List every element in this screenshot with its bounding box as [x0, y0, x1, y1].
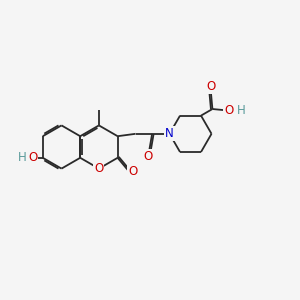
Text: O: O	[28, 151, 37, 164]
Text: O: O	[94, 162, 104, 175]
Text: O: O	[143, 150, 152, 163]
Text: O: O	[224, 104, 233, 117]
Text: O: O	[128, 165, 137, 178]
Text: O: O	[206, 80, 215, 93]
Text: H: H	[18, 151, 27, 164]
Text: H: H	[237, 104, 246, 117]
Text: N: N	[165, 127, 174, 140]
